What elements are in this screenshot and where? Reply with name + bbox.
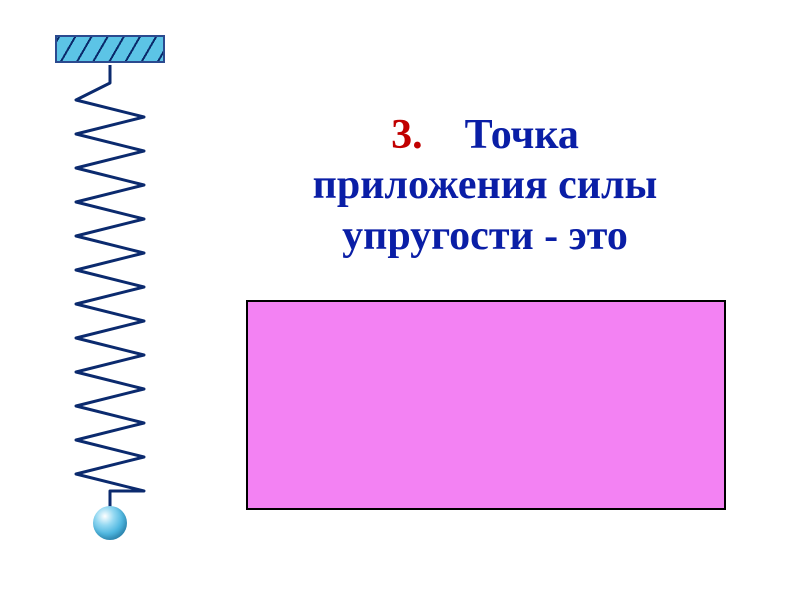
ceiling-support [55, 35, 165, 63]
question-text: 3. Точка приложения силы упругости - это [230, 110, 740, 261]
ceiling-rect [55, 35, 165, 63]
answer-box [246, 300, 726, 510]
ceiling-hatch [57, 37, 163, 61]
spring-ball [93, 506, 127, 540]
question-number: 3. [391, 112, 423, 158]
question-line2: приложения силы [230, 160, 740, 210]
question-line3: упругости - это [230, 211, 740, 261]
spring-svg [70, 65, 150, 513]
question-line1: Точка [465, 112, 579, 158]
spring-figure [55, 35, 165, 540]
